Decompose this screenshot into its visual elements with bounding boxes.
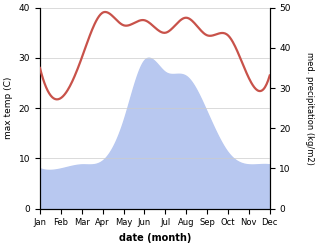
Y-axis label: max temp (C): max temp (C) <box>4 77 13 139</box>
Y-axis label: med. precipitation (kg/m2): med. precipitation (kg/m2) <box>305 52 314 165</box>
X-axis label: date (month): date (month) <box>119 233 191 243</box>
